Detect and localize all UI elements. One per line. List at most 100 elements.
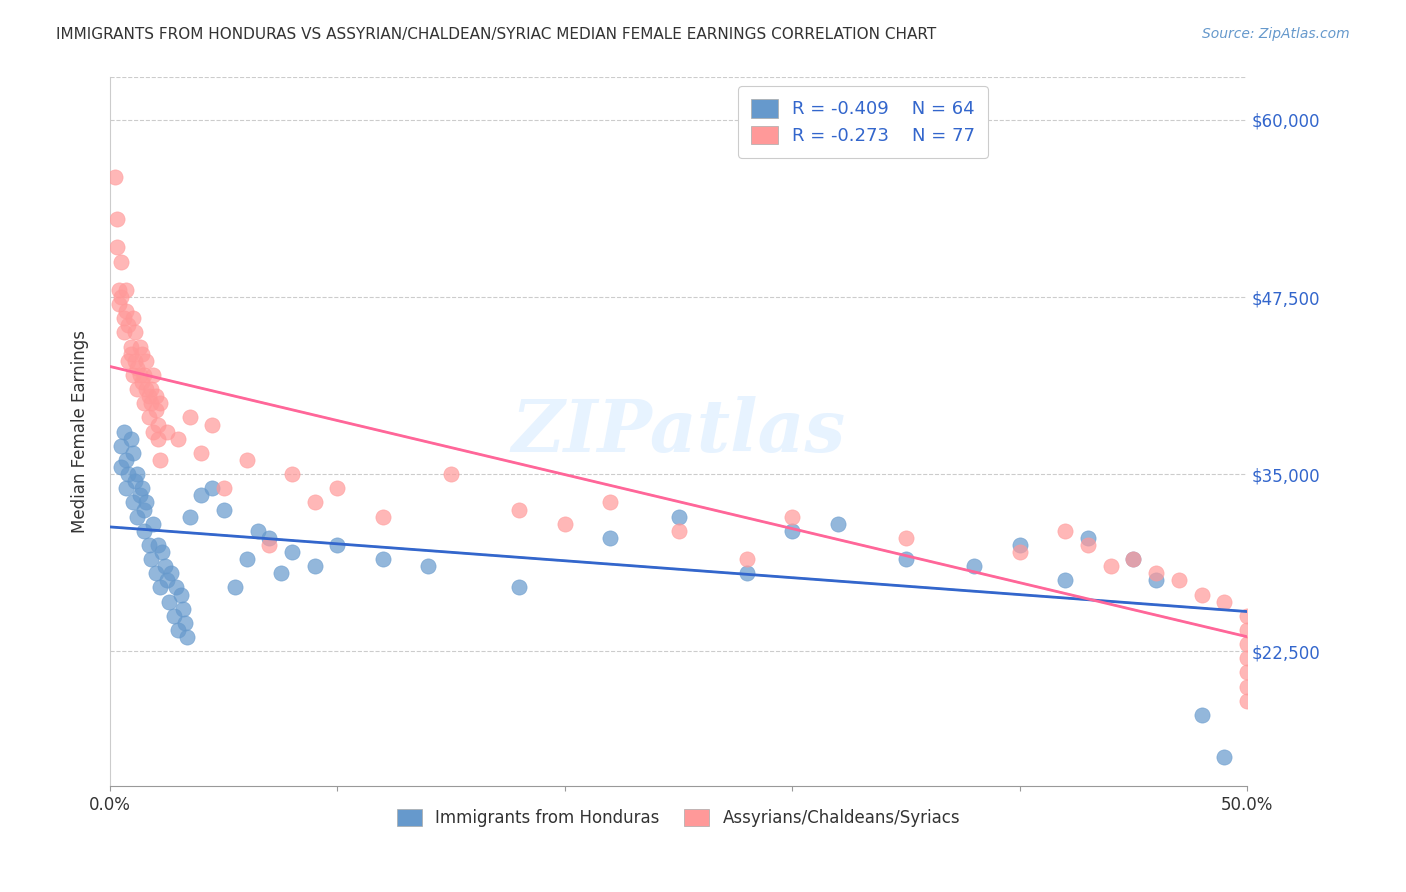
Point [115, 283, 138, 297]
Point [121, 311, 143, 326]
Point [1236, 623, 1258, 637]
Point [145, 389, 167, 403]
Point [1077, 538, 1099, 552]
Point [235, 552, 257, 566]
Point [1236, 665, 1258, 680]
Point [1008, 545, 1031, 559]
Point [174, 615, 197, 630]
Point [121, 368, 143, 382]
Point [142, 425, 165, 439]
Point [169, 588, 191, 602]
Y-axis label: Median Female Earnings: Median Female Earnings [72, 330, 89, 533]
Point [117, 318, 139, 333]
Legend: Immigrants from Honduras, Assyrians/Chaldeans/Syriacs: Immigrants from Honduras, Assyrians/Chal… [389, 803, 967, 834]
Point [304, 559, 326, 574]
Point [121, 495, 143, 509]
Point [176, 630, 198, 644]
Point [108, 283, 131, 297]
Point [108, 297, 131, 311]
Point [149, 453, 172, 467]
Point [117, 467, 139, 482]
Point [134, 396, 156, 410]
Point [1213, 594, 1236, 608]
Point [259, 531, 281, 545]
Point [1144, 566, 1167, 581]
Point [150, 545, 173, 559]
Point [1213, 750, 1236, 764]
Point [1236, 608, 1258, 623]
Point [1167, 574, 1189, 588]
Point [1191, 708, 1213, 723]
Point [1099, 559, 1122, 574]
Point [128, 340, 150, 354]
Point [1122, 552, 1144, 566]
Point [128, 488, 150, 502]
Point [145, 403, 167, 417]
Point [110, 254, 132, 268]
Point [554, 516, 576, 531]
Point [138, 410, 160, 425]
Point [224, 581, 246, 595]
Point [1191, 588, 1213, 602]
Point [139, 396, 162, 410]
Point [1054, 574, 1077, 588]
Point [246, 524, 269, 538]
Point [167, 623, 190, 637]
Point [963, 559, 986, 574]
Point [131, 481, 153, 495]
Point [599, 495, 621, 509]
Point [508, 581, 530, 595]
Point [1144, 574, 1167, 588]
Point [117, 353, 139, 368]
Point [190, 446, 212, 460]
Point [142, 368, 165, 382]
Point [179, 509, 201, 524]
Point [145, 566, 167, 581]
Point [156, 574, 179, 588]
Point [304, 495, 326, 509]
Point [127, 382, 149, 396]
Point [782, 524, 804, 538]
Point [124, 326, 146, 340]
Point [1122, 552, 1144, 566]
Point [1236, 651, 1258, 665]
Point [668, 524, 690, 538]
Point [371, 509, 394, 524]
Text: IMMIGRANTS FROM HONDURAS VS ASSYRIAN/CHALDEAN/SYRIAC MEDIAN FEMALE EARNINGS CORR: IMMIGRANTS FROM HONDURAS VS ASSYRIAN/CHA… [56, 27, 936, 42]
Point [1054, 524, 1077, 538]
Point [135, 495, 157, 509]
Point [112, 311, 135, 326]
Point [827, 516, 849, 531]
Point [146, 432, 169, 446]
Point [172, 601, 194, 615]
Point [179, 410, 201, 425]
Point [153, 559, 176, 574]
Point [156, 425, 179, 439]
Point [167, 432, 190, 446]
Point [508, 502, 530, 516]
Point [120, 432, 142, 446]
Point [105, 212, 128, 227]
Point [281, 545, 304, 559]
Point [149, 396, 172, 410]
Point [124, 353, 146, 368]
Point [105, 240, 128, 254]
Point [115, 481, 138, 495]
Point [894, 552, 917, 566]
Point [112, 425, 135, 439]
Point [142, 516, 165, 531]
Point [259, 538, 281, 552]
Point [146, 417, 169, 432]
Point [418, 559, 440, 574]
Point [326, 538, 349, 552]
Point [115, 453, 138, 467]
Point [135, 382, 157, 396]
Point [1008, 538, 1031, 552]
Point [165, 581, 187, 595]
Point [127, 360, 149, 375]
Point [212, 502, 235, 516]
Point [235, 453, 257, 467]
Point [440, 467, 463, 482]
Point [735, 566, 758, 581]
Point [201, 417, 224, 432]
